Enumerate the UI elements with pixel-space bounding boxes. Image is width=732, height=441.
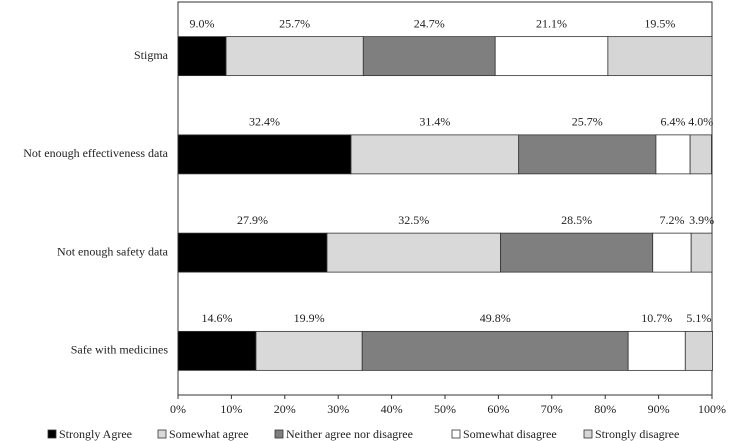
x-tick-label: 0% bbox=[170, 402, 186, 416]
bar-segment bbox=[494, 36, 609, 77]
bar-segment bbox=[655, 134, 691, 175]
legend-swatch bbox=[157, 429, 167, 439]
value-label: 3.9% bbox=[689, 213, 714, 227]
value-label: 25.7% bbox=[572, 115, 603, 129]
value-label: 25.7% bbox=[279, 16, 310, 30]
y-tick-label: Safe with medicines bbox=[71, 343, 169, 357]
value-label: 32.4% bbox=[249, 115, 280, 129]
value-label: 24.7% bbox=[414, 16, 445, 30]
legend-label: Strongly Agree bbox=[59, 427, 132, 441]
y-tick-label: Not enough effectiveness data bbox=[23, 146, 168, 160]
y-tick-label: Stigma bbox=[134, 48, 169, 62]
value-label: 5.1% bbox=[686, 311, 711, 325]
bar-segment bbox=[627, 330, 686, 371]
y-tick-label: Not enough safety data bbox=[57, 244, 169, 258]
bar-segment bbox=[255, 330, 363, 371]
legend-swatch bbox=[274, 429, 284, 439]
legend-swatch bbox=[451, 429, 461, 439]
bar-segment bbox=[518, 134, 657, 175]
x-tick-label: 30% bbox=[327, 402, 349, 416]
value-label: 32.5% bbox=[398, 213, 429, 227]
x-tick-label: 60% bbox=[487, 402, 509, 416]
bar-segment bbox=[177, 134, 352, 175]
value-label: 49.8% bbox=[480, 311, 511, 325]
bar-segment bbox=[177, 36, 227, 77]
x-tick-label: 10% bbox=[220, 402, 242, 416]
bar-segment bbox=[500, 232, 654, 273]
legend-swatch bbox=[583, 429, 593, 439]
bar-segment bbox=[177, 330, 257, 371]
legend-label: Neither agree nor disagree bbox=[286, 427, 413, 441]
value-label: 4.0% bbox=[688, 115, 713, 129]
bar-segment bbox=[225, 36, 364, 77]
bar-segment bbox=[361, 330, 629, 371]
bar-segment bbox=[689, 134, 712, 175]
value-label: 19.5% bbox=[644, 16, 675, 30]
value-label: 7.2% bbox=[659, 213, 684, 227]
bar-segment bbox=[177, 232, 328, 273]
bar-segment bbox=[684, 330, 713, 371]
value-label: 9.0% bbox=[190, 16, 215, 30]
legend-swatch bbox=[47, 429, 57, 439]
x-tick-label: 40% bbox=[381, 402, 403, 416]
x-tick-label: 50% bbox=[434, 402, 456, 416]
value-label: 10.7% bbox=[641, 311, 672, 325]
bar-segment bbox=[690, 232, 713, 273]
value-label: 27.9% bbox=[237, 213, 268, 227]
x-tick-label: 90% bbox=[648, 402, 670, 416]
x-tick-label: 80% bbox=[594, 402, 616, 416]
x-tick-label: 70% bbox=[541, 402, 563, 416]
value-label: 31.4% bbox=[419, 115, 450, 129]
value-label: 21.1% bbox=[536, 16, 567, 30]
value-label: 28.5% bbox=[561, 213, 592, 227]
value-label: 19.9% bbox=[294, 311, 325, 325]
x-tick-label: 20% bbox=[274, 402, 296, 416]
legend-label: Strongly disagree bbox=[595, 427, 679, 441]
bar-segment bbox=[652, 232, 692, 273]
bar-segment bbox=[350, 134, 520, 175]
bar-segment bbox=[362, 36, 496, 77]
value-label: 14.6% bbox=[201, 311, 232, 325]
x-tick-label: 100% bbox=[698, 402, 726, 416]
value-label: 6.4% bbox=[661, 115, 686, 129]
legend-label: Somewhat disagree bbox=[463, 427, 557, 441]
bar-segment bbox=[607, 36, 713, 77]
legend-label: Somewhat agree bbox=[169, 427, 249, 441]
bar-segment bbox=[326, 232, 501, 273]
